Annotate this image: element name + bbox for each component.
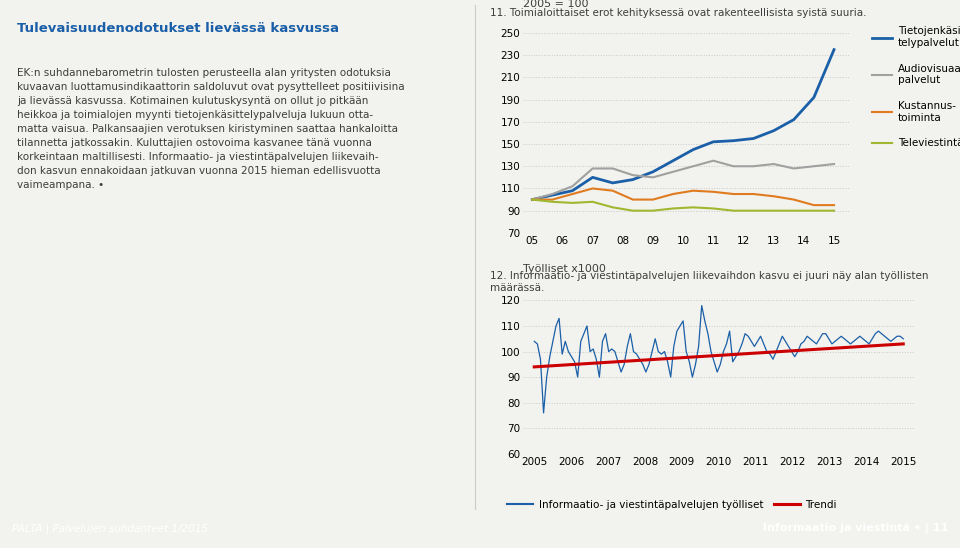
Line: Audiovisuaali-set
palvelut: Audiovisuaali-set palvelut [532,161,834,199]
Televiestintä [566,199,578,206]
Audiovisuaali-set
palvelut [768,161,780,167]
Tietojenkäsit-
telypalvelut [546,192,558,198]
Kustannus-
toiminta [526,196,538,203]
Informaatio- ja viestintäpalvelujen työlliset [898,335,909,342]
Text: 2005 = 100: 2005 = 100 [523,0,588,9]
Audiovisuaali-set
palvelut [627,172,638,179]
Tietojenkäsit-
telypalvelut [708,139,719,145]
Legend: Informaatio- ja viestintäpalvelujen työlliset, Trendi: Informaatio- ja viestintäpalvelujen työl… [503,495,840,514]
Line: Televiestintä: Televiestintä [532,199,834,210]
Televiestintä [808,207,820,214]
Kustannus-
toiminta [587,185,598,192]
Text: 12. Informaatio- ja viestintäpalvelujen liikevaihdon kasvu ei juuri näy alan työ: 12. Informaatio- ja viestintäpalvelujen … [490,271,928,293]
Kustannus-
toiminta [748,191,759,197]
Kustannus-
toiminta [768,193,780,199]
Line: Informaatio- ja viestintäpalvelujen työlliset: Informaatio- ja viestintäpalvelujen työl… [535,306,903,413]
Audiovisuaali-set
palvelut [647,174,659,181]
Line: Kustannus-
toiminta: Kustannus- toiminta [532,189,834,205]
Televiestintä [667,205,679,212]
Informaatio- ja viestintäpalvelujen työlliset [696,302,708,309]
Televiestintä [828,207,840,214]
Audiovisuaali-set
palvelut [788,165,800,172]
Informaatio- ja viestintäpalvelujen työlliset [529,338,540,345]
Kustannus-
toiminta [566,191,578,197]
Audiovisuaali-set
palvelut [607,165,618,172]
Text: Tulevaisuudenodotukset lievässä kasvussa: Tulevaisuudenodotukset lievässä kasvussa [17,22,339,35]
Tietojenkäsit-
telypalvelut [667,157,679,164]
Tietojenkäsit-
telypalvelut [587,174,598,181]
Informaatio- ja viestintäpalvelujen työlliset [631,351,642,357]
Televiestintä [788,207,800,214]
Televiestintä [687,204,699,210]
Audiovisuaali-set
palvelut [808,163,820,169]
Text: PALTA | Palvelujen suhdanteet 1/2015: PALTA | Palvelujen suhdanteet 1/2015 [12,523,207,534]
Televiestintä [647,207,659,214]
Tietojenkäsit-
telypalvelut [728,138,739,144]
Informaatio- ja viestintäpalvelujen työlliset [739,330,751,337]
Kustannus-
toiminta [788,196,800,203]
Tietojenkäsit-
telypalvelut [566,187,578,194]
Kustannus-
toiminta [728,191,739,197]
Text: EK:n suhdannebarometrin tulosten perusteella alan yritysten odotuksia
kuvaavan l: EK:n suhdannebarometrin tulosten peruste… [17,68,405,191]
Kustannus-
toiminta [667,191,679,197]
Tietojenkäsit-
telypalvelut [828,47,840,53]
Audiovisuaali-set
palvelut [748,163,759,169]
Tietojenkäsit-
telypalvelut [768,128,780,134]
Televiestintä [748,207,759,214]
Televiestintä [587,198,598,205]
Audiovisuaali-set
palvelut [708,157,719,164]
Audiovisuaali-set
palvelut [526,196,538,203]
Tietojenkäsit-
telypalvelut [788,116,800,123]
Tietojenkäsit-
telypalvelut [627,176,638,183]
Kustannus-
toiminta [627,196,638,203]
Informaatio- ja viestintäpalvelujen työlliset [538,409,549,416]
Tietojenkäsit-
telypalvelut [526,196,538,203]
Televiestintä [607,204,618,210]
Informaatio- ja viestintäpalvelujen työlliset [891,333,902,340]
Informaatio- ja viestintäpalvelujen työlliset [610,349,621,355]
Tietojenkäsit-
telypalvelut [647,169,659,175]
Text: Työlliset x1000: Työlliset x1000 [523,265,606,275]
Line: Tietojenkäsit-
telypalvelut: Tietojenkäsit- telypalvelut [532,50,834,199]
Text: Informaatio ja viestintä • | 11: Informaatio ja viestintä • | 11 [763,523,948,534]
Kustannus-
toiminta [647,196,659,203]
Televiestintä [768,207,780,214]
Tietojenkäsit-
telypalvelut [687,146,699,153]
Tietojenkäsit-
telypalvelut [607,180,618,186]
Informaatio- ja viestintäpalvelujen työlliset [789,353,801,360]
Televiestintä [546,198,558,205]
Kustannus-
toiminta [687,187,699,194]
Kustannus-
toiminta [708,189,719,195]
Tietojenkäsit-
telypalvelut [748,135,759,142]
Text: 11. Toimialoittaiset erot kehityksessä ovat rakenteellisista syistä suuria.: 11. Toimialoittaiset erot kehityksessä o… [490,8,866,18]
Kustannus-
toiminta [607,187,618,194]
Audiovisuaali-set
palvelut [828,161,840,167]
Tietojenkäsit-
telypalvelut [808,94,820,101]
Audiovisuaali-set
palvelut [667,169,679,175]
Kustannus-
toiminta [808,202,820,208]
Legend: Tietojenkäsit-
telypalvelut, Audiovisuaali-set
palvelut, Kustannus-
toiminta, Te: Tietojenkäsit- telypalvelut, Audiovisuaa… [868,22,960,152]
Kustannus-
toiminta [828,202,840,208]
Informaatio- ja viestintäpalvelujen työlliset [827,341,838,347]
Audiovisuaali-set
palvelut [587,165,598,172]
Audiovisuaali-set
palvelut [687,163,699,169]
Kustannus-
toiminta [546,196,558,203]
Televiestintä [708,205,719,212]
Audiovisuaali-set
palvelut [566,183,578,190]
Televiestintä [728,207,739,214]
Televiestintä [627,207,638,214]
Audiovisuaali-set
palvelut [728,163,739,169]
Televiestintä [526,196,538,203]
Audiovisuaali-set
palvelut [546,191,558,197]
